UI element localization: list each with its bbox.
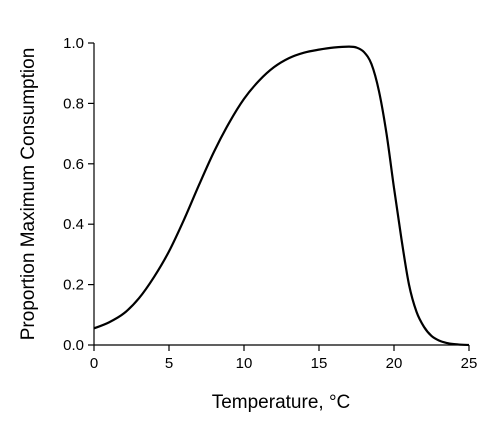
x-tick-label: 25 bbox=[461, 355, 478, 372]
x-tick-label: 0 bbox=[90, 355, 98, 372]
y-tick-label: 0.0 bbox=[63, 337, 84, 354]
y-axis-title: Proportion Maximum Consumption bbox=[18, 48, 39, 341]
y-tick-label: 0.4 bbox=[63, 216, 84, 233]
series-line bbox=[93, 45, 470, 347]
x-tick-label: 10 bbox=[236, 355, 253, 372]
y-tick-label: 0.2 bbox=[63, 277, 84, 294]
x-tick-label: 20 bbox=[386, 355, 403, 372]
y-tick-label: 1.0 bbox=[63, 35, 84, 52]
x-tick-label: 5 bbox=[165, 355, 173, 372]
y-tick-label: 0.6 bbox=[63, 156, 84, 173]
x-tick-label: 15 bbox=[311, 355, 328, 372]
x-axis-ticks: 0 5 10 15 20 25 bbox=[90, 345, 478, 372]
series-layer bbox=[93, 45, 470, 347]
y-axis-ticks: 0.0 0.2 0.4 0.6 0.8 1.0 bbox=[63, 35, 94, 354]
x-axis-title: Temperature, °C bbox=[212, 392, 351, 413]
y-tick-label: 0.8 bbox=[63, 95, 84, 112]
